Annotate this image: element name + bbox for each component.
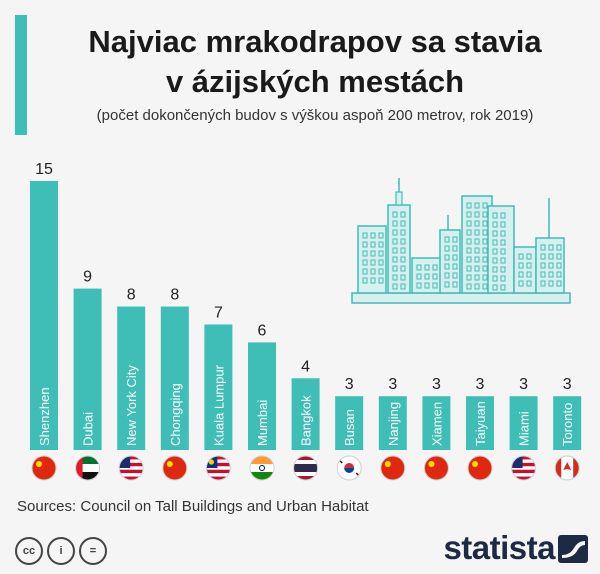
bar [509,396,538,450]
category-label: Mumbai [255,400,270,446]
bar-group: 3 Xiamen [422,376,451,481]
bar-group: 7 Kuala Lumpur [204,304,233,481]
cc-icon[interactable]: cc [15,537,43,565]
no-derivatives-icon[interactable]: = [79,537,107,565]
bar-group: 8 Chongqing [160,287,189,481]
south-korea-flag-icon [336,455,362,481]
bar-group: 6 Mumbai [248,322,276,481]
bar [335,396,364,450]
statista-logo-icon [558,535,588,563]
bar-group: 4 Bangkok [291,358,320,481]
bar-chart: 15 Shenzhen 9 Dubai 8 New York City 8 Chongqing… [30,161,582,481]
license-icons: cc i = [15,537,107,565]
canada-flag-icon [554,455,580,481]
value-label: 3 [563,376,572,393]
category-label: Toronto [560,403,575,446]
bar [378,396,407,450]
value-label: 6 [258,322,267,339]
china-flag-icon [467,455,493,481]
category-label: Taiyuan [473,401,488,446]
category-label: Xiamen [429,402,444,446]
bar-group: 3 Busan [335,376,364,481]
bar [422,396,451,450]
category-label: Dubai [81,412,96,446]
title-line-1: Najviac mrakodrapov sa stavia [88,24,542,59]
value-label: 9 [83,269,92,286]
bar-group: 8 New York City [117,287,146,481]
bar [204,324,233,450]
bar-group: 3 Miami [509,376,538,481]
category-label: Busan [342,409,357,446]
skyline-illustration [351,178,571,304]
value-label: 8 [170,287,179,304]
value-label: 15 [35,161,53,178]
source-note: Sources: Council on Tall Buildings and U… [17,498,369,515]
china-flag-icon [423,455,449,481]
bar [160,306,189,450]
bar [466,396,494,450]
category-label: Shenzhen [37,387,52,446]
malaysia-flag-icon [205,455,231,481]
category-label: New York City [124,365,139,446]
category-label: Kuala Lumpur [211,364,226,446]
value-label: 4 [301,358,310,375]
bar-group: 9 Dubai [73,269,102,481]
chart-title: Najviac mrakodrapov sa stavia v ázijskýc… [40,22,590,102]
bar-group: 3 Nanjing [378,376,407,481]
china-flag-icon [31,455,57,481]
value-label: 3 [345,376,354,393]
accent-bar [15,15,27,135]
category-label: Nanjing [386,402,401,446]
title-line-2: v ázijských mestách [165,64,465,99]
thailand-flag-icon [293,455,319,481]
china-flag-icon [380,455,406,481]
statista-logo-text[interactable]: statista [443,529,555,566]
bar-group: 15 Shenzhen [30,161,58,481]
uae-flag-icon [75,455,101,481]
value-label: 3 [388,376,397,393]
bar [117,306,146,450]
value-label: 8 [127,287,136,304]
bar [73,288,102,450]
value-label: 3 [519,376,528,393]
value-label: 7 [214,304,223,321]
bar [291,378,320,450]
bar [553,396,582,450]
bar-group: 3 Taiyuan [466,376,494,481]
usa-flag-icon [118,455,144,481]
bar [248,342,276,450]
chart-subtitle: (počet dokončených budov s výškou aspoň … [96,107,534,124]
category-label: Chongqing [168,383,183,446]
category-label: Bangkok [299,395,314,446]
china-flag-icon [162,455,188,481]
bar [30,181,58,450]
value-label: 3 [432,376,441,393]
usa-flag-icon [511,455,537,481]
attribution-icon[interactable]: i [47,537,75,565]
india-flag-icon [249,455,275,481]
category-label: Miami [517,411,532,446]
bar-group: 3 Toronto [553,376,582,481]
value-label: 3 [476,376,485,393]
